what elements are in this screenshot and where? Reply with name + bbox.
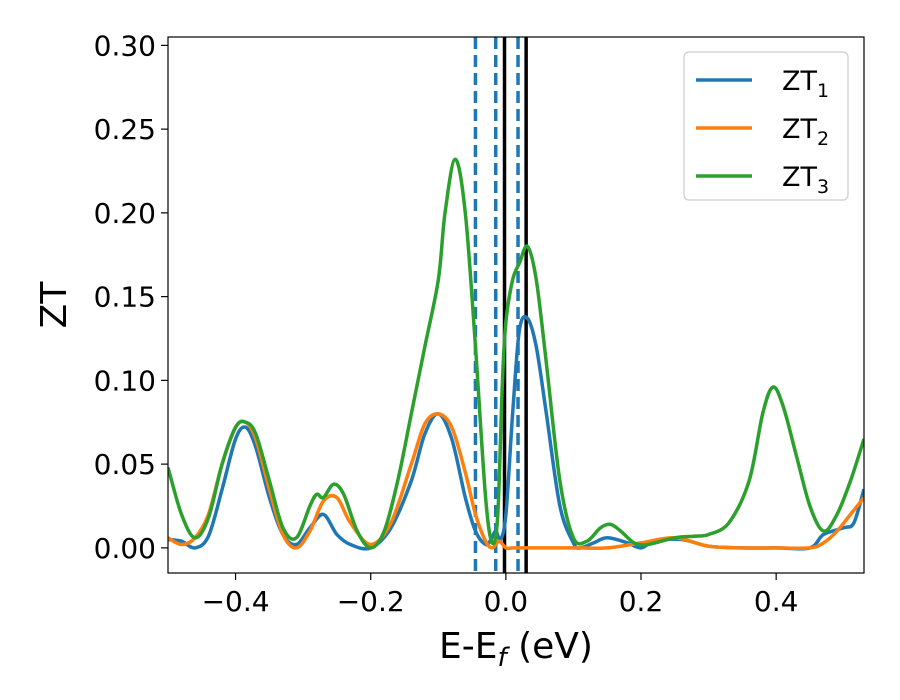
legend-label-zt3: ZT3 bbox=[782, 162, 829, 198]
y-tick-label: 0.05 bbox=[94, 448, 156, 481]
vertical-marker-lines bbox=[473, 37, 528, 573]
x-tick-label: −0.4 bbox=[202, 585, 270, 618]
y-tick-label: 0.20 bbox=[94, 197, 156, 230]
x-tick-label: −0.2 bbox=[337, 585, 405, 618]
y-tick-label: 0.00 bbox=[94, 532, 156, 565]
x-axis-label: E-Ef (eV) bbox=[439, 626, 593, 673]
y-tick-label: 0.15 bbox=[94, 281, 156, 314]
legend-label-main: ZT bbox=[782, 162, 817, 193]
y-tick-label: 0.10 bbox=[94, 364, 156, 397]
series-line-zt3 bbox=[168, 157, 864, 550]
y-axis-label: ZT bbox=[34, 281, 75, 329]
x-tick-label: 0.4 bbox=[754, 585, 799, 618]
y-tick-label: 0.25 bbox=[94, 113, 156, 146]
x-tick-label: 0.2 bbox=[619, 585, 664, 618]
legend-label-main: ZT bbox=[782, 66, 817, 97]
legend-label-main: ZT bbox=[782, 114, 817, 145]
plot-frame bbox=[167, 36, 865, 574]
series-lines bbox=[168, 157, 864, 551]
x-tick-label: 0.0 bbox=[484, 585, 529, 618]
legend-label-zt1: ZT1 bbox=[782, 66, 829, 102]
legend-label-sub: 1 bbox=[817, 80, 829, 102]
x-axis-label-main: E-E bbox=[439, 626, 497, 667]
legend-label-sub: 3 bbox=[817, 176, 829, 198]
y-tick-label: 0.30 bbox=[94, 29, 156, 62]
y-axis-ticks: 0.00 0.05 0.10 0.15 0.20 0.25 0.30 bbox=[94, 29, 168, 565]
x-axis-ticks: −0.4 −0.2 0.0 0.2 0.4 bbox=[202, 573, 799, 618]
legend-box bbox=[683, 51, 849, 201]
legend-label-zt2: ZT2 bbox=[782, 114, 829, 150]
x-axis-label-suffix: (eV) bbox=[507, 626, 593, 667]
legend-label-sub: 2 bbox=[817, 128, 829, 150]
